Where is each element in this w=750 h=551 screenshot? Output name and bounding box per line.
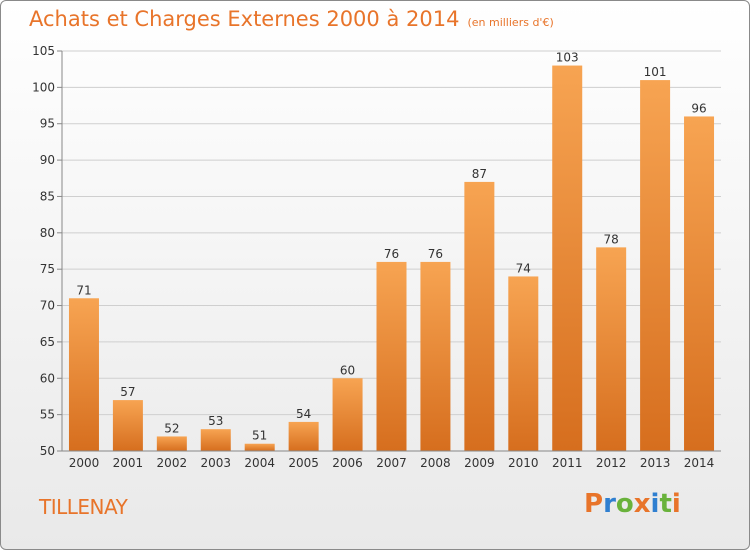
y-tick-label: 55	[40, 408, 55, 422]
x-tick-label: 2004	[244, 456, 275, 470]
x-tick-label: 2009	[464, 456, 495, 470]
x-tick-label: 2008	[420, 456, 451, 470]
data-label-2013: 101	[644, 65, 667, 79]
bar-2010	[508, 276, 539, 451]
data-label-2001: 57	[120, 385, 135, 399]
logo-letter: x	[633, 489, 651, 519]
title-unit: (en milliers d'€)	[467, 16, 554, 29]
x-tick-label: 2006	[332, 456, 363, 470]
bar-2005	[288, 421, 319, 451]
y-tick-label: 90	[40, 153, 55, 167]
y-tick-label: 65	[40, 335, 55, 349]
y-tick-label: 60	[40, 371, 55, 385]
chart-title: Achats et Charges Externes 2000 à 2014 (e…	[29, 7, 554, 31]
data-label-2005: 54	[296, 407, 311, 421]
y-tick-label: 50	[40, 444, 55, 458]
bar-2006	[332, 378, 363, 451]
data-label-2010: 74	[516, 261, 531, 275]
title-text: Achats et Charges Externes 2000 à 2014	[29, 7, 460, 31]
x-tick-label: 2000	[69, 456, 100, 470]
bar-2009	[464, 181, 495, 451]
y-tick-label: 95	[40, 117, 55, 131]
bar-2007	[376, 261, 407, 451]
bar-2000	[68, 298, 99, 451]
logo-letter: o	[615, 489, 634, 519]
data-label-2003: 53	[208, 414, 223, 428]
bar-2008	[420, 261, 451, 451]
data-label-2012: 78	[604, 232, 619, 246]
y-tick-label: 80	[40, 226, 55, 240]
x-tick-label: 2007	[376, 456, 407, 470]
data-label-2014: 96	[691, 101, 706, 115]
bar-2013	[640, 80, 671, 451]
proxiti-logo[interactable]: Proxiti	[584, 489, 681, 519]
y-tick-label: 100	[32, 80, 55, 94]
bar-2003	[200, 429, 231, 451]
data-label-2008: 76	[428, 247, 443, 261]
data-label-2009: 87	[472, 167, 487, 181]
data-label-2000: 71	[76, 283, 91, 297]
y-tick-label: 75	[40, 262, 55, 276]
axes	[61, 51, 721, 452]
x-tick-label: 2002	[157, 456, 188, 470]
bar-2011	[552, 65, 583, 451]
location-name: TILLENAY	[39, 495, 128, 519]
x-tick-label: 2010	[508, 456, 539, 470]
data-label-2011: 103	[556, 51, 579, 65]
logo-letter: r	[603, 489, 616, 519]
data-label-2007: 76	[384, 247, 399, 261]
x-tick-label: 2005	[288, 456, 319, 470]
logo-letter: i	[650, 489, 660, 519]
data-label-2006: 60	[340, 363, 355, 377]
x-tick-label: 2013	[640, 456, 671, 470]
bar-2012	[596, 247, 627, 451]
y-tick-label: 70	[40, 299, 55, 313]
bars	[68, 65, 715, 452]
data-labels: 71 57 52 53 51 54 60 76 76 87 74 103 78 101 96	[76, 51, 706, 443]
data-label-2004: 51	[252, 429, 267, 443]
x-tick-label: 2012	[596, 456, 627, 470]
bar-2014	[684, 116, 715, 452]
x-tick-label: 2014	[684, 456, 715, 470]
bar-2001	[112, 400, 143, 451]
data-label-2002: 52	[164, 421, 179, 435]
x-tick-label: 2003	[200, 456, 231, 470]
logo-letter: P	[584, 489, 604, 519]
y-tick-label: 85	[40, 189, 55, 203]
bar-2002	[156, 436, 187, 451]
bar-2004	[244, 443, 275, 451]
logo-letter: i	[671, 489, 681, 519]
tick-labels: 50 55 60 65 70 75 80 85 90 95 100 105 2000 2001 2002 20…	[32, 44, 714, 470]
logo-letter: t	[659, 489, 672, 519]
x-tick-label: 2001	[113, 456, 144, 470]
y-tick-label: 105	[32, 44, 55, 58]
x-tick-label: 2011	[552, 456, 583, 470]
